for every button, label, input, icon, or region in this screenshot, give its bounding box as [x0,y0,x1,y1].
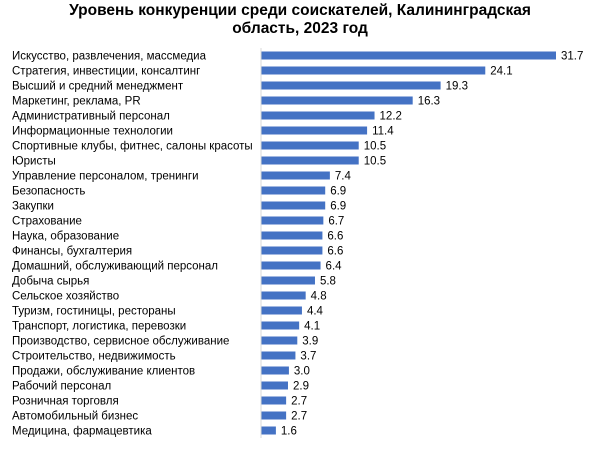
category-label: Управление персоналом, тренинги [12,171,199,183]
value-label: 10.5 [364,141,386,153]
value-label: 5.8 [320,276,336,288]
category-label: Закупки [12,201,54,213]
category-label: Медицина, фармацевтика [12,426,152,438]
bar [261,201,326,210]
value-label: 3.0 [294,366,310,378]
bar [261,426,276,435]
value-label: 11.4 [372,126,394,138]
bar [261,51,556,60]
bar [261,141,359,150]
value-label: 24.1 [490,66,512,78]
value-label: 6.7 [328,216,344,228]
bar [261,336,298,345]
category-label: Продажи, обслуживание клиентов [12,366,195,378]
category-label: Транспорт, логистика, перевозки [12,321,186,333]
bar [261,261,321,270]
bar [261,366,289,375]
category-label: Добыча сырья [12,276,89,288]
bar [261,306,302,315]
value-label: 7.4 [335,171,352,183]
value-label: 3.9 [302,336,318,348]
category-label: Страхование [12,216,82,228]
category-label: Автомобильный бизнес [12,411,138,423]
chart-title-line-2: область, 2023 год [232,20,368,37]
category-label: Сельское хозяйство [12,291,119,303]
bar [261,96,413,105]
value-label: 2.7 [291,396,307,408]
value-label: 4.4 [307,306,324,318]
category-label: Стратегия, инвестиции, консалтинг [12,66,200,78]
bar [261,111,375,120]
value-label: 31.7 [561,51,583,63]
bar [261,321,300,330]
value-label: 16.3 [418,96,440,108]
bar [261,171,330,180]
category-label: Искусство, развлечения, массмедиа [12,51,207,63]
bar [261,351,296,360]
value-label: 6.6 [327,231,343,243]
bar [261,216,324,225]
value-label: 6.4 [326,261,343,273]
bar [261,66,486,75]
bar [261,246,323,255]
category-label: Домашний, обслуживающий персонал [12,261,218,273]
bar [261,186,326,195]
value-label: 3.7 [300,351,316,363]
value-label: 6.9 [330,201,346,213]
value-label: 1.6 [281,426,297,438]
category-label: Розничная торговля [12,396,119,408]
bar [261,81,441,90]
bar [261,291,306,300]
category-label: Юристы [12,156,56,168]
value-label: 2.7 [291,411,307,423]
category-label: Административный персонал [12,111,170,123]
category-label: Строительство, недвижимость [12,351,176,363]
value-label: 19.3 [446,81,468,93]
value-label: 4.1 [304,321,320,333]
chart-title: Уровень конкуренции среди соискателей, К… [0,2,600,38]
value-label: 4.8 [311,291,327,303]
category-label: Высший и средний менеджмент [12,81,184,93]
bar [261,411,287,420]
value-label: 10.5 [364,156,386,168]
category-label: Финансы, бухгалтерия [12,246,132,258]
bar [261,156,359,165]
value-label: 6.6 [327,246,343,258]
bar [261,126,368,135]
chart-title-line-1: Уровень конкуренции среди соискателей, К… [69,2,531,19]
category-label: Производство, сервисное обслуживание [12,336,229,348]
value-label: 2.9 [293,381,309,393]
value-label: 6.9 [330,186,346,198]
value-label: 12.2 [380,111,402,123]
category-label: Безопасность [12,186,85,198]
bar [261,396,287,405]
bar [261,231,323,240]
category-label: Туризм, гостиницы, рестораны [12,306,176,318]
bar [261,276,315,285]
category-label: Наука, образование [12,231,119,243]
category-label: Маркетинг, реклама, PR [12,96,141,108]
category-label: Информационные технологии [12,126,173,138]
category-label: Рабочий персонал [12,381,111,393]
bar [261,381,288,390]
category-label: Спортивные клубы, фитнес, салоны красоты [12,141,253,153]
